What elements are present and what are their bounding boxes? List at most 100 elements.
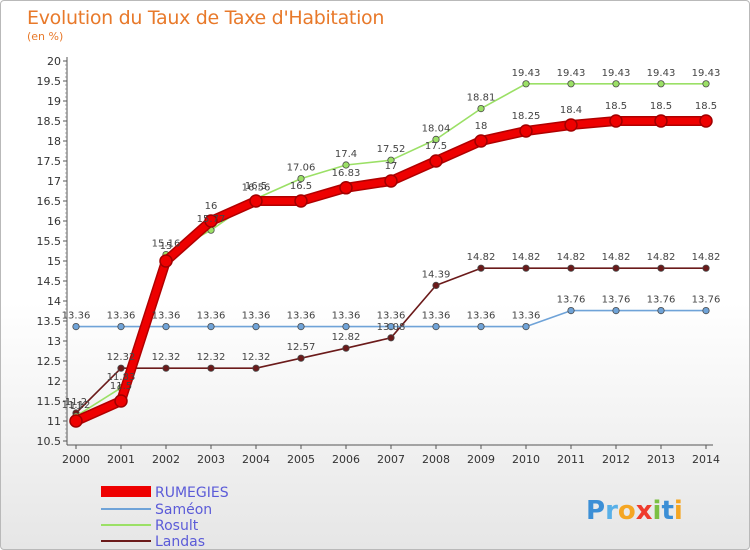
data-label: 17.52 [377, 144, 406, 155]
data-point [609, 114, 623, 128]
legend-item-rosult: Rosult [101, 518, 199, 534]
data-point [117, 364, 125, 372]
data-label: 18.4 [560, 105, 582, 116]
data-label: 12.32 [242, 352, 271, 363]
y-tick-label: 12.5 [37, 355, 62, 368]
y-tick-label: 17.5 [37, 155, 62, 168]
data-point [114, 394, 128, 408]
y-tick-label: 15.5 [37, 235, 62, 248]
data-label: 17.06 [287, 163, 316, 174]
data-point [657, 264, 665, 272]
data-point [429, 154, 443, 168]
data-point [702, 264, 710, 272]
data-label: 14.82 [602, 252, 631, 263]
legend-swatch [101, 486, 151, 497]
data-point [432, 322, 440, 331]
data-label: 13.76 [602, 295, 631, 306]
data-point [522, 264, 530, 272]
x-tick-label: 2003 [197, 453, 225, 466]
data-point [522, 80, 530, 88]
x-tick-label: 2005 [287, 453, 315, 466]
data-label: 13.36 [197, 311, 226, 322]
series-saméon [72, 306, 710, 331]
data-point [519, 124, 533, 138]
legend-label: Landas [155, 534, 205, 550]
data-label: 13.36 [422, 311, 451, 322]
data-point [699, 114, 713, 128]
y-tick-label: 18.5 [37, 115, 62, 128]
data-point [654, 114, 668, 128]
data-point [657, 80, 665, 88]
y-tick-label: 11 [47, 415, 61, 428]
y-tick-label: 10.5 [37, 435, 62, 448]
data-label: 14.82 [557, 252, 586, 263]
data-point [567, 306, 575, 315]
y-tick-label: 12 [47, 375, 61, 388]
legend-label: RUMEGIES [155, 485, 229, 501]
y-tick-label: 16.5 [37, 195, 62, 208]
legend-item-rumegies: RUMEGIES [101, 485, 229, 501]
data-point [567, 264, 575, 272]
data-point [342, 344, 350, 352]
data-point [297, 175, 305, 183]
data-point [474, 134, 488, 148]
x-tick-label: 2001 [107, 453, 135, 466]
data-label: 15 [160, 241, 173, 252]
data-label: 13.36 [152, 311, 181, 322]
data-label: 15.77 [197, 214, 226, 225]
data-point [522, 322, 530, 331]
data-label: 11.2 [65, 397, 87, 408]
data-point [159, 254, 173, 268]
y-tick-label: 16 [47, 215, 61, 228]
data-label: 16.56 [242, 183, 271, 194]
data-point [294, 194, 308, 208]
data-point [162, 364, 170, 372]
data-label: 13.76 [692, 295, 721, 306]
data-point [72, 322, 80, 331]
data-point [252, 322, 260, 331]
data-label: 11.83 [107, 372, 136, 383]
data-point [477, 105, 485, 113]
legend-label: Saméon [155, 502, 212, 518]
data-label: 13.36 [332, 311, 361, 322]
x-tick-label: 2010 [512, 453, 540, 466]
data-point [387, 322, 395, 331]
data-label: 19.43 [647, 68, 676, 79]
data-point [297, 354, 305, 362]
data-label: 12.82 [332, 332, 361, 343]
data-point [162, 322, 170, 331]
data-point [432, 135, 440, 143]
data-point [204, 214, 218, 228]
data-label: 16.5 [245, 181, 267, 192]
data-label: 19.43 [692, 68, 721, 79]
axes: 10.5 11 11.5 12 12.5 13 13.5 14 14.5 15 15.5 16 16.5… [37, 55, 721, 466]
legend-label: Rosult [155, 518, 199, 534]
data-point [252, 364, 260, 372]
data-label: 13.36 [287, 311, 316, 322]
y-tick-label: 20 [47, 55, 61, 68]
data-point [387, 334, 395, 342]
y-tick-label: 14.5 [37, 275, 62, 288]
data-label: 13.36 [107, 311, 136, 322]
data-point [69, 414, 83, 428]
data-label: 18.5 [695, 101, 717, 112]
y-tick-label: 19 [47, 95, 61, 108]
data-point [384, 174, 398, 188]
data-label: 11.5 [110, 381, 132, 392]
data-point [477, 322, 485, 331]
data-label: 11 [70, 401, 83, 412]
data-point [387, 156, 395, 164]
data-label: 12.32 [152, 352, 181, 363]
data-point [657, 306, 665, 315]
data-label: 19.43 [557, 68, 586, 79]
data-point [567, 80, 575, 88]
x-tick-label: 2014 [692, 453, 720, 466]
x-tick-label: 2013 [647, 453, 675, 466]
data-label: 17.5 [425, 141, 447, 152]
x-tick-label: 2002 [152, 453, 180, 466]
data-label: 11.12 [62, 400, 91, 411]
data-point [249, 194, 263, 208]
data-label: 13.36 [377, 311, 406, 322]
